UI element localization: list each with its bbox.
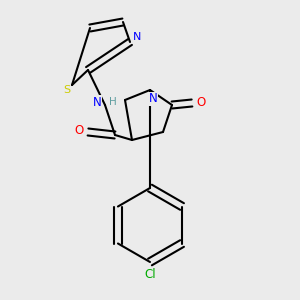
Text: N: N [148,92,158,106]
Text: O: O [74,124,84,137]
Text: S: S [63,85,70,95]
Text: N: N [133,32,141,42]
Text: O: O [196,95,206,109]
Text: Cl: Cl [144,268,156,281]
Text: N: N [93,95,101,109]
Text: H: H [109,97,117,107]
